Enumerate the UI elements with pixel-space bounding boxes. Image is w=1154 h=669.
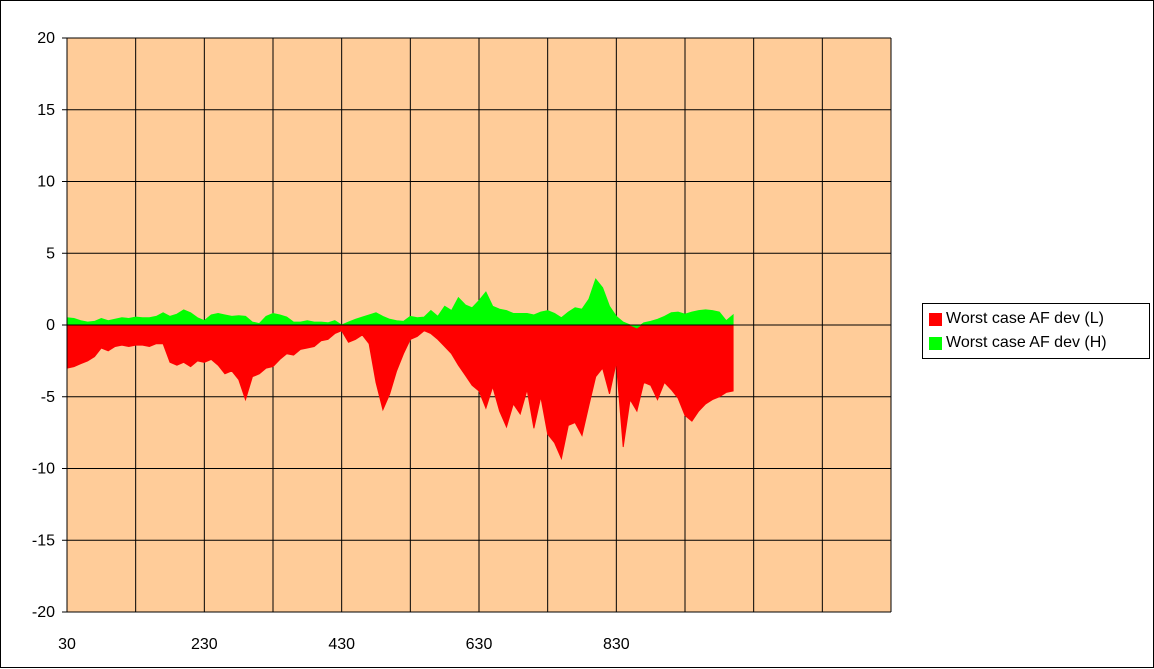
legend-item-high: Worst case AF dev (H) xyxy=(929,331,1143,355)
y-tick-label: -20 xyxy=(32,604,55,621)
legend-swatch-green xyxy=(929,336,942,350)
series-area-1 xyxy=(66,278,734,329)
x-tick-label: 230 xyxy=(191,636,218,653)
y-tick-label: -15 xyxy=(32,532,55,549)
legend-swatch-red xyxy=(929,312,942,326)
y-tick-label: 10 xyxy=(37,174,55,191)
y-tick-label: 0 xyxy=(46,317,55,334)
y-tick-label: -5 xyxy=(41,389,55,406)
legend-label-low: Worst case AF dev (L) xyxy=(946,310,1104,327)
x-tick-labels: 30 230 430 630 830 xyxy=(58,636,630,653)
y-tick-labels: 20 15 10 5 0 -5 -10 -15 -20 xyxy=(32,30,55,621)
y-tick-label: 5 xyxy=(46,245,55,262)
x-tick-label: 830 xyxy=(603,636,630,653)
series-layer xyxy=(66,278,734,461)
legend-item-low: Worst case AF dev (L) xyxy=(929,307,1143,331)
x-tick-label: 30 xyxy=(58,636,76,653)
x-tick-label: 430 xyxy=(328,636,355,653)
axes xyxy=(62,37,891,613)
legend-label-high: Worst case AF dev (H) xyxy=(946,334,1107,351)
y-tick-label: 20 xyxy=(37,30,55,47)
y-tick-label: 15 xyxy=(37,102,55,119)
legend: Worst case AF dev (L) Worst case AF dev … xyxy=(922,303,1150,359)
x-tick-label: 630 xyxy=(466,636,493,653)
y-tick-label: -10 xyxy=(32,461,55,478)
series-area-0 xyxy=(66,324,734,461)
